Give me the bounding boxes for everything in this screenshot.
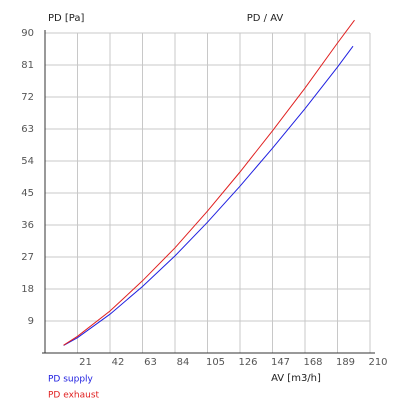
line — [63, 19, 355, 346]
y-tick-label: 45 — [21, 188, 34, 199]
y-tick-label: 90 — [21, 28, 34, 39]
legend-label: PD supply — [48, 375, 94, 385]
y-tick-label: 36 — [21, 220, 34, 231]
x-tick-label: 21 — [79, 357, 92, 368]
y-tick-label: 63 — [21, 124, 34, 135]
x-tick-label: 42 — [112, 357, 125, 368]
x-tick-label: 168 — [303, 357, 322, 368]
x-tick-label: 147 — [271, 357, 290, 368]
y-tick-label: 18 — [21, 284, 34, 295]
x-tick-label: 63 — [144, 357, 157, 368]
y-tick-label: 72 — [21, 92, 34, 103]
legend-label: PD exhaust — [48, 391, 100, 400]
x-axis-label: AV [m3/h] — [271, 373, 321, 384]
y-tick-label: 27 — [21, 252, 34, 263]
chart-title: PD / AV — [247, 13, 284, 24]
y-axis-label: PD [Pa] — [48, 13, 85, 24]
y-tick-label: 81 — [21, 60, 34, 71]
line — [63, 45, 354, 346]
x-tick-label: 189 — [336, 357, 355, 368]
y-tick-label: 9 — [28, 316, 34, 327]
y-tick-label: 54 — [21, 156, 34, 167]
x-tick-label: 210 — [368, 357, 387, 368]
x-tick-label: 105 — [206, 357, 225, 368]
x-tick-label: 84 — [177, 357, 190, 368]
x-tick-label: 126 — [238, 357, 257, 368]
